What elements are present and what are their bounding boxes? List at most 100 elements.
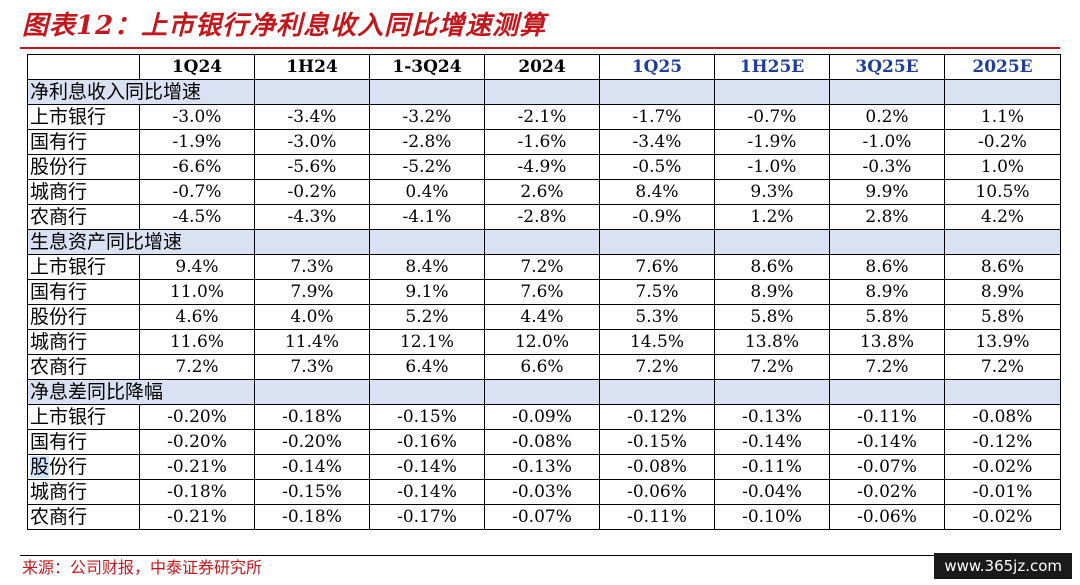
value-cell: -0.09% xyxy=(484,404,600,430)
value-cell: 4.4% xyxy=(484,304,600,330)
value-cell: 7.9% xyxy=(254,279,370,305)
section-label: 净息差同比降幅 xyxy=(27,379,255,405)
value-cell: 12.1% xyxy=(369,329,485,355)
value-cell: 11.0% xyxy=(139,279,255,305)
value-cell: -0.06% xyxy=(829,504,945,530)
value-cell: -0.3% xyxy=(829,154,945,180)
title-rule xyxy=(20,47,1060,49)
row-label-rest: 份行 xyxy=(49,456,88,478)
row-label: 国有行 xyxy=(27,429,140,455)
value-cell: 9.1% xyxy=(369,279,485,305)
value-cell: -0.04% xyxy=(714,479,830,505)
row-label: 上市银行 xyxy=(27,404,140,430)
table-row: 股份行 4.6% 4.0% 5.2% 4.4% 5.3% 5.8% 5.8% 5.8% xyxy=(27,304,1061,330)
table-row: 城商行 11.6% 11.4% 12.1% 12.0% 14.5% 13.8% 13.8% 13… xyxy=(27,329,1061,355)
value-cell: 8.9% xyxy=(944,279,1061,305)
section-empty-cell xyxy=(254,79,370,105)
value-cell: -0.21% xyxy=(139,504,255,530)
value-cell: 7.5% xyxy=(599,279,715,305)
value-cell: -0.18% xyxy=(254,504,370,530)
value-cell: 8.9% xyxy=(714,279,830,305)
row-label: 国有行 xyxy=(27,279,140,305)
value-cell: -0.07% xyxy=(829,454,945,480)
value-cell: 1.0% xyxy=(944,154,1061,180)
value-cell: 9.3% xyxy=(714,179,830,205)
section-empty-cell xyxy=(714,379,830,405)
column-header: 1Q25 xyxy=(599,54,715,80)
value-cell: -1.7% xyxy=(599,104,715,130)
value-cell: 7.3% xyxy=(254,254,370,280)
value-cell: 13.9% xyxy=(944,329,1061,355)
row-label: 农商行 xyxy=(27,504,140,530)
row-label: 股份行 xyxy=(27,304,140,330)
value-cell: -0.20% xyxy=(139,429,255,455)
row-label: 股份行 xyxy=(27,154,140,180)
section-label: 生息资产同比增速 xyxy=(27,229,255,255)
value-cell: 9.4% xyxy=(139,254,255,280)
figure-title: 图表12：上市银行净利息收入同比增速测算 xyxy=(22,11,547,41)
value-cell: -1.0% xyxy=(714,154,830,180)
value-cell: -4.5% xyxy=(139,204,255,230)
value-cell: -2.8% xyxy=(484,204,600,230)
value-cell: 8.6% xyxy=(829,254,945,280)
value-cell: 8.6% xyxy=(714,254,830,280)
section-empty-cell xyxy=(599,379,715,405)
table-row: 股份行 -0.21% -0.14% -0.14% -0.13% -0.08% -0.11% -… xyxy=(27,454,1061,480)
value-cell: 1.2% xyxy=(714,204,830,230)
value-cell: -0.11% xyxy=(829,404,945,430)
value-cell: -0.12% xyxy=(944,429,1061,455)
value-cell: -0.11% xyxy=(714,454,830,480)
section-row: 生息资产同比增速 xyxy=(27,229,1061,255)
value-cell: 5.8% xyxy=(944,304,1061,330)
column-header: 1H24 xyxy=(254,54,370,80)
section-empty-cell xyxy=(484,379,600,405)
value-cell: -2.8% xyxy=(369,129,485,155)
value-cell: -0.08% xyxy=(944,404,1061,430)
selection-highlight: 股 xyxy=(30,456,50,478)
value-cell: 7.2% xyxy=(599,354,715,380)
value-cell: -0.14% xyxy=(254,454,370,480)
section-empty-cell xyxy=(599,229,715,255)
value-cell: -0.18% xyxy=(254,404,370,430)
value-cell: 14.5% xyxy=(599,329,715,355)
table-row: 股份行 -6.6% -5.6% -5.2% -4.9% -0.5% -1.0% -0.3% 1.… xyxy=(27,154,1061,180)
value-cell: -2.1% xyxy=(484,104,600,130)
value-cell: -0.14% xyxy=(369,479,485,505)
column-header: 2024 xyxy=(484,54,600,80)
value-cell: -0.15% xyxy=(369,404,485,430)
value-cell: -0.7% xyxy=(714,104,830,130)
section-row: 净息差同比降幅 xyxy=(27,379,1061,405)
table-row: 城商行 -0.7% -0.2% 0.4% 2.6% 8.4% 9.3% 9.9% 10.5% xyxy=(27,179,1061,205)
row-label: 城商行 xyxy=(27,179,140,205)
value-cell: 10.5% xyxy=(944,179,1061,205)
section-empty-cell xyxy=(829,79,945,105)
value-cell: -0.11% xyxy=(599,504,715,530)
value-cell: 7.2% xyxy=(944,354,1061,380)
value-cell: -0.13% xyxy=(484,454,600,480)
value-cell: -5.6% xyxy=(254,154,370,180)
value-cell: 2.8% xyxy=(829,204,945,230)
value-cell: 7.6% xyxy=(599,254,715,280)
value-cell: 4.0% xyxy=(254,304,370,330)
section-empty-cell xyxy=(254,229,370,255)
value-cell: 1.1% xyxy=(944,104,1061,130)
value-cell: -4.1% xyxy=(369,204,485,230)
value-cell: 9.9% xyxy=(829,179,945,205)
value-cell: 6.6% xyxy=(484,354,600,380)
value-cell: 5.8% xyxy=(714,304,830,330)
value-cell: 7.3% xyxy=(254,354,370,380)
row-label: 股份行 xyxy=(27,454,140,480)
value-cell: 12.0% xyxy=(484,329,600,355)
value-cell: -0.20% xyxy=(254,429,370,455)
row-label: 上市银行 xyxy=(27,104,140,130)
row-label: 上市银行 xyxy=(27,254,140,280)
value-cell: -0.21% xyxy=(139,454,255,480)
value-cell: -1.6% xyxy=(484,129,600,155)
section-empty-cell xyxy=(599,79,715,105)
section-label: 净利息收入同比增速 xyxy=(27,79,255,105)
row-label: 农商行 xyxy=(27,354,140,380)
section-empty-cell xyxy=(254,379,370,405)
value-cell: 8.4% xyxy=(599,179,715,205)
value-cell: -0.03% xyxy=(484,479,600,505)
value-cell: -3.4% xyxy=(254,104,370,130)
